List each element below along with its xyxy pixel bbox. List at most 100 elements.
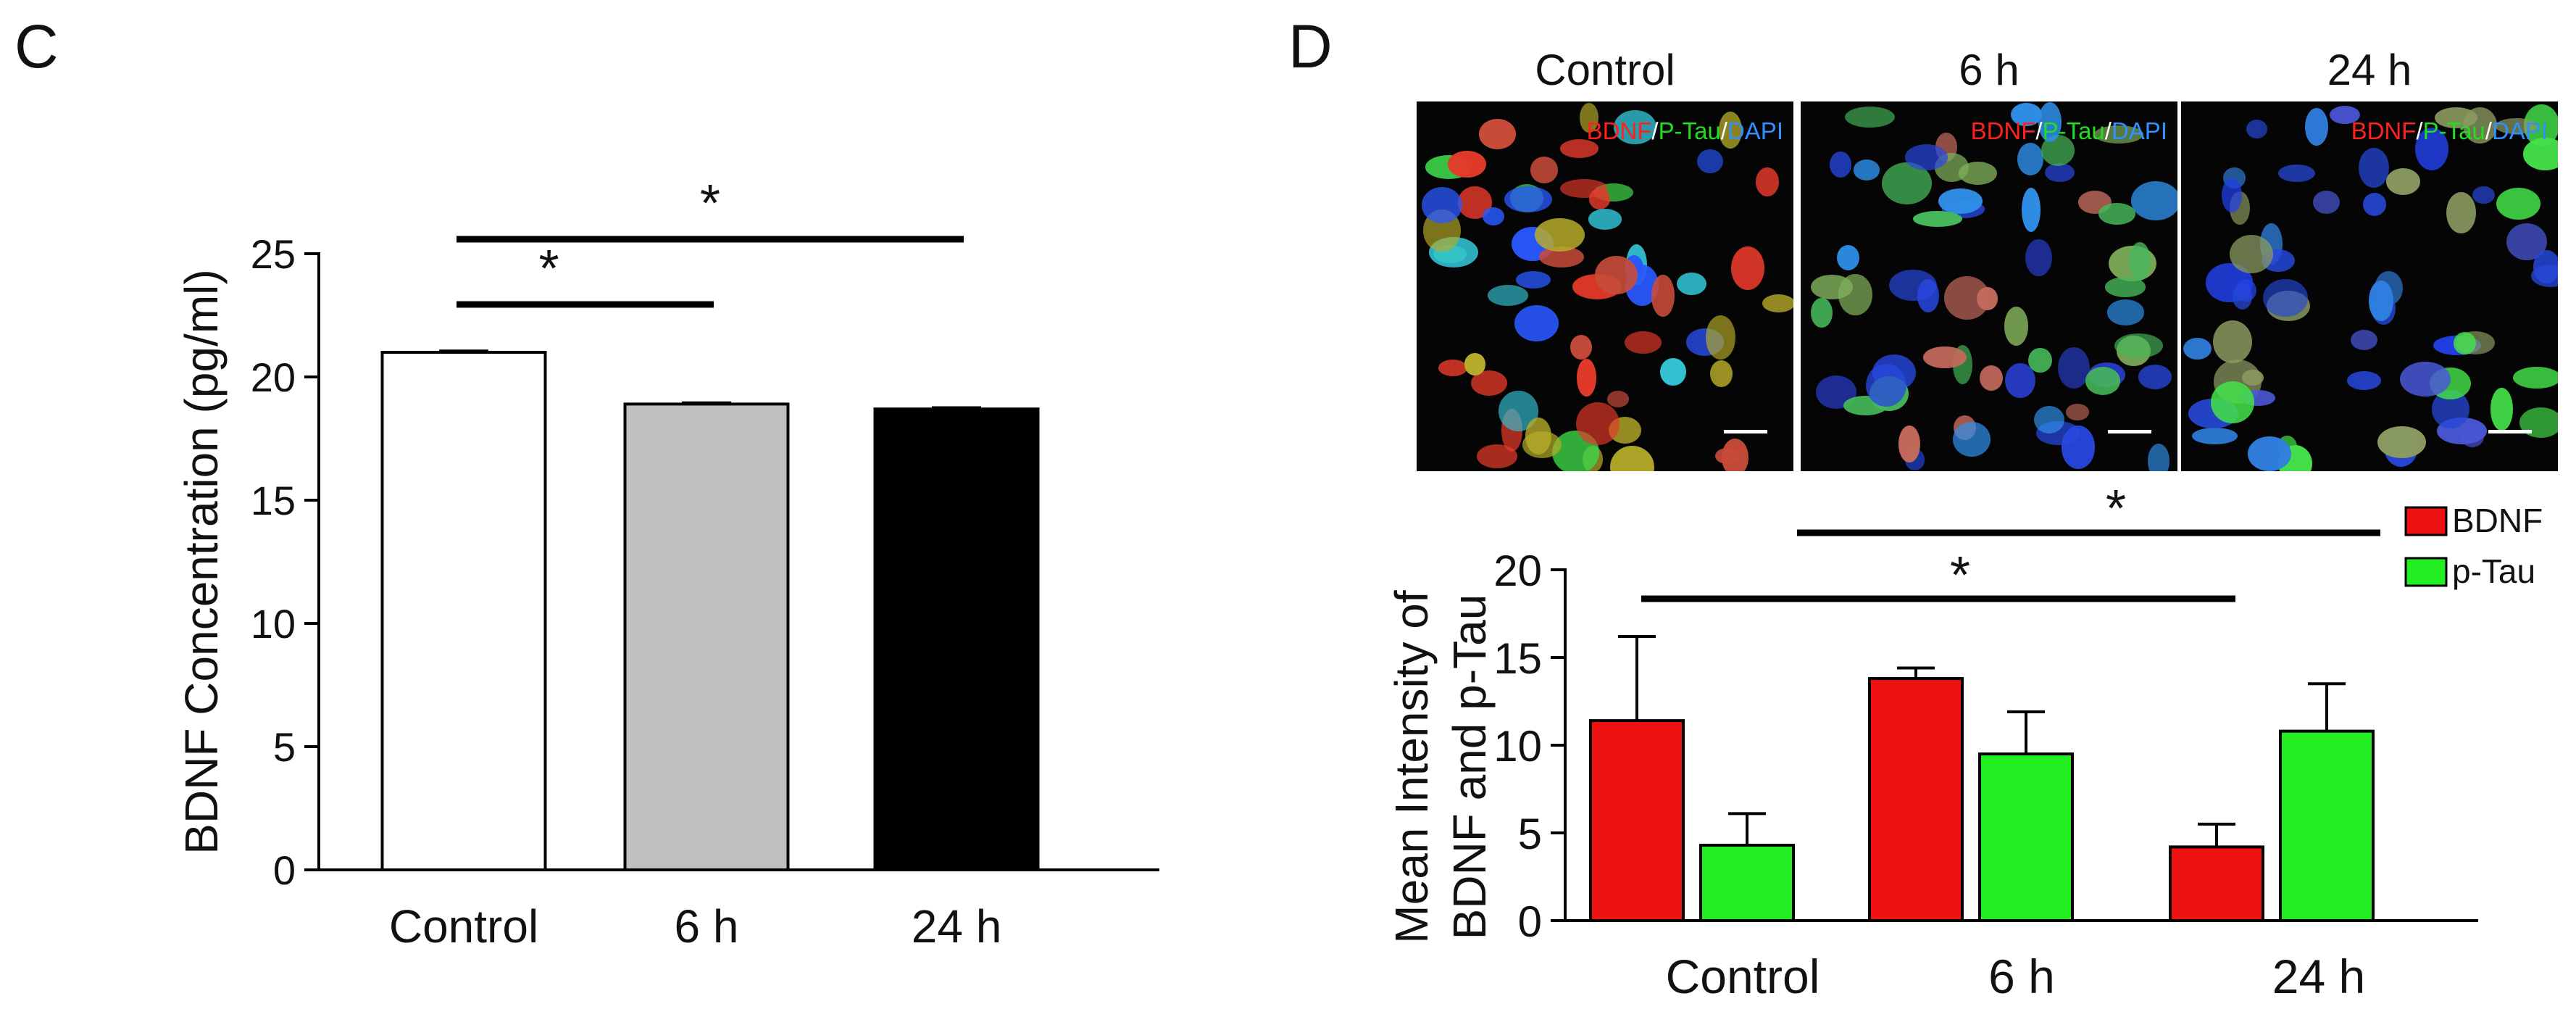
y-tick-label: 10 (1493, 722, 1542, 771)
cell (1719, 111, 1742, 149)
cell (2385, 167, 2420, 195)
cell (2034, 405, 2064, 433)
y-tick-label: 15 (251, 478, 296, 523)
stain-dapi: DAPI (1727, 117, 1783, 144)
stain-bdnf: BDNF (1586, 117, 1652, 144)
cell (2435, 107, 2478, 128)
cell (2246, 119, 2267, 139)
cell (2377, 426, 2426, 458)
micrograph-title-24h: 24 h (2327, 46, 2412, 94)
cell (1959, 161, 1998, 185)
cell (1953, 421, 1991, 457)
cell (1938, 188, 1983, 215)
bar-ptau-control (1699, 843, 1795, 922)
cell (1488, 285, 1528, 307)
micrograph-title-control: Control (1535, 46, 1675, 94)
cell (2044, 162, 2075, 183)
micrograph-6h: BDNF/P-Tau/DAPI (1801, 101, 2177, 471)
cell (2496, 187, 2541, 220)
cell (2277, 164, 2316, 183)
cell (2490, 388, 2513, 431)
cell (1607, 390, 1629, 407)
cell (2359, 148, 2390, 188)
cell (1830, 152, 1851, 178)
y-tick-label: 0 (1518, 897, 1542, 946)
cell (2400, 362, 2451, 397)
cell (1651, 275, 1675, 318)
cell (1464, 353, 1486, 375)
cell (2061, 426, 2096, 469)
stain-sep: / (1651, 117, 1659, 144)
legend-label-bdnf: BDNF (2452, 502, 2543, 539)
cell (1514, 304, 1559, 342)
cell (1576, 402, 1620, 445)
micrograph-24h: BDNF/P-Tau/DAPI (2181, 101, 2558, 471)
stain-ptau: P-Tau (2042, 117, 2105, 144)
cell (2004, 307, 2029, 346)
cell (1515, 271, 1551, 289)
cell (2191, 427, 2238, 444)
cell (2304, 107, 2328, 146)
cell (2362, 193, 2387, 216)
cell (2065, 404, 2089, 420)
bar-6h (623, 402, 790, 871)
cell (1756, 167, 1779, 196)
cell (1625, 331, 1662, 354)
cell (1504, 186, 1552, 212)
cell (2414, 127, 2449, 170)
y-tick-label: 0 (273, 847, 296, 893)
cell (1980, 365, 2004, 391)
stain-sep: / (2416, 117, 2423, 144)
cell (2147, 444, 2169, 471)
cell (2454, 332, 2476, 354)
cell (2248, 436, 2292, 471)
cell (1676, 273, 1707, 296)
cell (1912, 211, 1962, 228)
stain-ptau: P-Tau (1658, 117, 1721, 144)
stain-dapi: DAPI (2111, 117, 2167, 144)
cell (1731, 246, 1765, 291)
x-tick-label: Control (1666, 950, 1820, 1003)
stain-sep: / (1720, 117, 1727, 144)
y-axis-label: BDNF Concentration (pg/ml) (175, 269, 228, 854)
cell (1535, 218, 1585, 252)
significance-star: * (1950, 547, 1970, 605)
stain-ptau: P-Tau (2422, 117, 2485, 144)
cell (2038, 102, 2062, 143)
cell (1923, 346, 1967, 369)
cell (2025, 239, 2052, 277)
significance-star: * (538, 240, 559, 298)
cell (1447, 150, 1486, 178)
cell (2512, 367, 2558, 389)
significance-star: * (700, 175, 720, 233)
cell (1844, 107, 1895, 128)
cell (2496, 117, 2537, 135)
cell (2093, 125, 2144, 144)
cell (2530, 264, 2558, 287)
cell (2130, 180, 2177, 220)
stain-legend-control: BDNF/P-Tau/DAPI (1417, 117, 1793, 145)
stain-legend-24h: BDNF/P-Tau/DAPI (2181, 117, 2558, 145)
stain-sep: / (2485, 117, 2492, 144)
cell (2114, 333, 2164, 358)
cell (2222, 178, 2242, 213)
x-tick-label: 6 h (1988, 950, 2055, 1003)
cell (1579, 102, 1598, 133)
cell (1898, 425, 1921, 462)
x-tick-label: Control (389, 900, 538, 953)
y-tick-label: 15 (1493, 634, 1542, 683)
cell (2313, 191, 2340, 215)
cell (2522, 138, 2558, 170)
cell (1421, 186, 1462, 224)
cell (1836, 245, 1859, 271)
cell (2446, 192, 2477, 234)
y-tick-label: 20 (1493, 547, 1542, 595)
cell (2104, 277, 2146, 297)
bar-24h (873, 407, 1040, 871)
bar-ptau-24h (2279, 729, 2375, 922)
cell (1559, 139, 1599, 158)
cell (1706, 315, 1736, 360)
cell (1866, 364, 1907, 407)
bar-bdnf-control (1589, 719, 1685, 922)
